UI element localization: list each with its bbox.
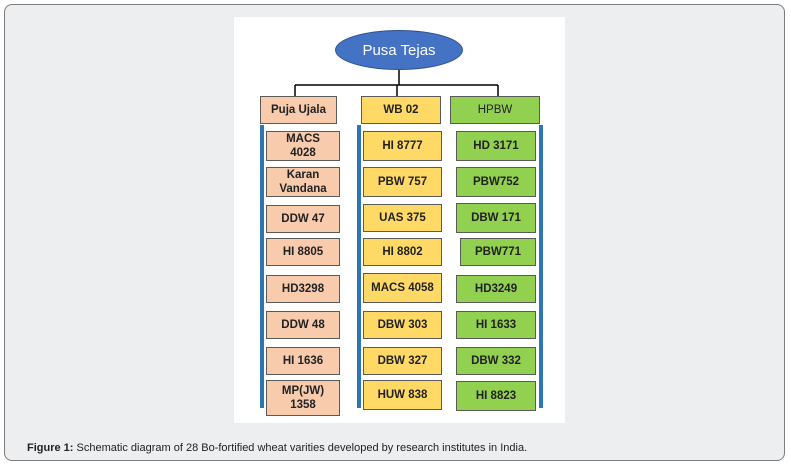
caption-text: Schematic diagram of 28 Bo-fortified whe… <box>73 442 528 454</box>
column-3-bar <box>539 125 543 408</box>
column-1-item: DDW 48 <box>266 311 340 339</box>
column-2-item: DBW 303 <box>363 311 442 339</box>
column-2-item: HI 8802 <box>363 238 442 266</box>
figure-frame: Pusa Tejas Puja Ujala WB 02 HPBW MACS 40… <box>4 4 785 461</box>
column-2-bar <box>357 125 361 408</box>
column-1-item: Karan Vandana <box>266 167 340 197</box>
column-2-item: DBW 327 <box>363 347 442 375</box>
column-3-item: HI 1633 <box>456 311 536 339</box>
column-2-header: WB 02 <box>361 96 441 124</box>
connector-lines <box>294 70 499 97</box>
column-1-item: HD3298 <box>266 275 340 303</box>
column-2-item: MACS 4058 <box>363 273 442 303</box>
column-1-item: MACS 4028 <box>266 131 340 161</box>
column-2-item: UAS 375 <box>363 204 442 232</box>
column-2-item: PBW 757 <box>363 167 442 197</box>
diagram-panel: Pusa Tejas Puja Ujala WB 02 HPBW MACS 40… <box>234 17 565 423</box>
column-3-item: HD 3171 <box>456 131 536 161</box>
figure-caption: Figure 1: Schematic diagram of 28 Bo-for… <box>27 442 527 454</box>
column-3-header: HPBW <box>450 96 540 124</box>
column-3-item: DBW 171 <box>456 203 536 233</box>
column-3-item: PBW771 <box>460 238 536 266</box>
column-2-item: HI 8777 <box>363 131 442 161</box>
column-1-item: MP(JW) 1358 <box>266 380 340 416</box>
column-1-item: HI 8805 <box>266 238 340 266</box>
column-3-item: PBW752 <box>456 167 536 197</box>
column-3-item: DBW 332 <box>456 347 536 375</box>
column-2-item: HUW 838 <box>363 380 442 410</box>
column-1-item: HI 1636 <box>266 347 340 375</box>
column-3-item: HI 8823 <box>456 381 536 411</box>
root-node: Pusa Tejas <box>335 30 463 70</box>
column-1-header: Puja Ujala <box>260 96 337 124</box>
column-3-item: HD3249 <box>456 275 536 303</box>
column-1-item: DDW 47 <box>266 205 340 233</box>
caption-label: Figure 1: <box>27 442 74 454</box>
column-1-bar <box>260 125 264 408</box>
